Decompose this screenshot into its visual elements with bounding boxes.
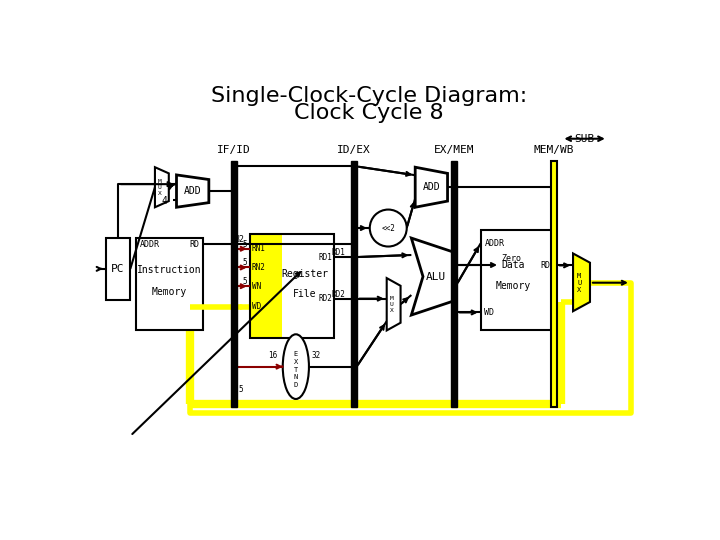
Text: ADD: ADD xyxy=(423,182,440,192)
Bar xyxy=(551,161,557,408)
Bar xyxy=(250,234,334,338)
Polygon shape xyxy=(387,278,400,330)
Text: Zero: Zero xyxy=(501,254,521,264)
Text: 5: 5 xyxy=(243,277,248,286)
Text: RD1: RD1 xyxy=(318,253,332,261)
Ellipse shape xyxy=(283,334,309,399)
Polygon shape xyxy=(176,175,209,207)
Text: 5: 5 xyxy=(243,240,248,248)
Polygon shape xyxy=(573,253,590,311)
Text: PC: PC xyxy=(111,264,125,274)
Text: RN2: RN2 xyxy=(252,263,266,272)
Text: T: T xyxy=(294,367,298,373)
Text: ADDR: ADDR xyxy=(140,240,161,249)
Text: D: D xyxy=(294,382,298,388)
Text: 32: 32 xyxy=(311,352,320,360)
Text: Memory: Memory xyxy=(496,281,531,292)
Text: RN1: RN1 xyxy=(252,244,266,253)
Text: RD2: RD2 xyxy=(318,294,332,303)
Bar xyxy=(351,161,356,408)
Text: X: X xyxy=(294,359,298,365)
Text: 5: 5 xyxy=(243,258,248,267)
Polygon shape xyxy=(415,167,448,207)
Bar xyxy=(481,231,554,330)
Bar xyxy=(451,161,456,408)
Text: ALU: ALU xyxy=(426,272,446,281)
Text: <<2: <<2 xyxy=(382,224,395,233)
Text: Data: Data xyxy=(502,260,526,271)
Bar xyxy=(231,161,238,408)
Text: 32: 32 xyxy=(235,235,245,244)
Text: M
U
X: M U X xyxy=(390,296,393,313)
Text: 16: 16 xyxy=(268,352,277,360)
Text: Single-Clock-Cycle Diagram:: Single-Clock-Cycle Diagram: xyxy=(211,86,527,106)
Bar xyxy=(137,238,204,330)
Text: N: N xyxy=(294,374,298,380)
Text: M
U
X: M U X xyxy=(158,179,161,195)
Text: EX/MEM: EX/MEM xyxy=(433,145,474,156)
Text: RD: RD xyxy=(189,240,199,249)
Polygon shape xyxy=(411,238,453,315)
Text: ID/EX: ID/EX xyxy=(337,145,371,156)
Text: File: File xyxy=(293,289,317,300)
Text: Register: Register xyxy=(282,269,328,279)
Text: 5: 5 xyxy=(238,385,243,394)
Text: Clock Cycle 8: Clock Cycle 8 xyxy=(294,103,444,123)
Polygon shape xyxy=(155,167,168,207)
Text: ADDR: ADDR xyxy=(485,239,505,248)
Text: RD: RD xyxy=(541,261,551,270)
Text: SUB: SUB xyxy=(575,134,595,144)
Text: E: E xyxy=(294,352,298,357)
Text: IF/ID: IF/ID xyxy=(217,145,251,156)
Text: RD1: RD1 xyxy=(331,248,345,257)
Text: Instruction: Instruction xyxy=(138,265,202,275)
Text: RD2: RD2 xyxy=(331,289,345,299)
Text: WD: WD xyxy=(252,302,261,312)
Text: MEM/WB: MEM/WB xyxy=(534,145,574,156)
Text: Memory: Memory xyxy=(152,287,187,296)
Text: WN: WN xyxy=(252,282,261,291)
Bar xyxy=(106,238,130,300)
Text: WD: WD xyxy=(485,308,495,317)
Text: ADD: ADD xyxy=(184,186,202,196)
Text: 4: 4 xyxy=(161,196,167,206)
Bar xyxy=(250,234,282,338)
Circle shape xyxy=(370,210,407,247)
Text: M
U
X: M U X xyxy=(577,273,581,293)
